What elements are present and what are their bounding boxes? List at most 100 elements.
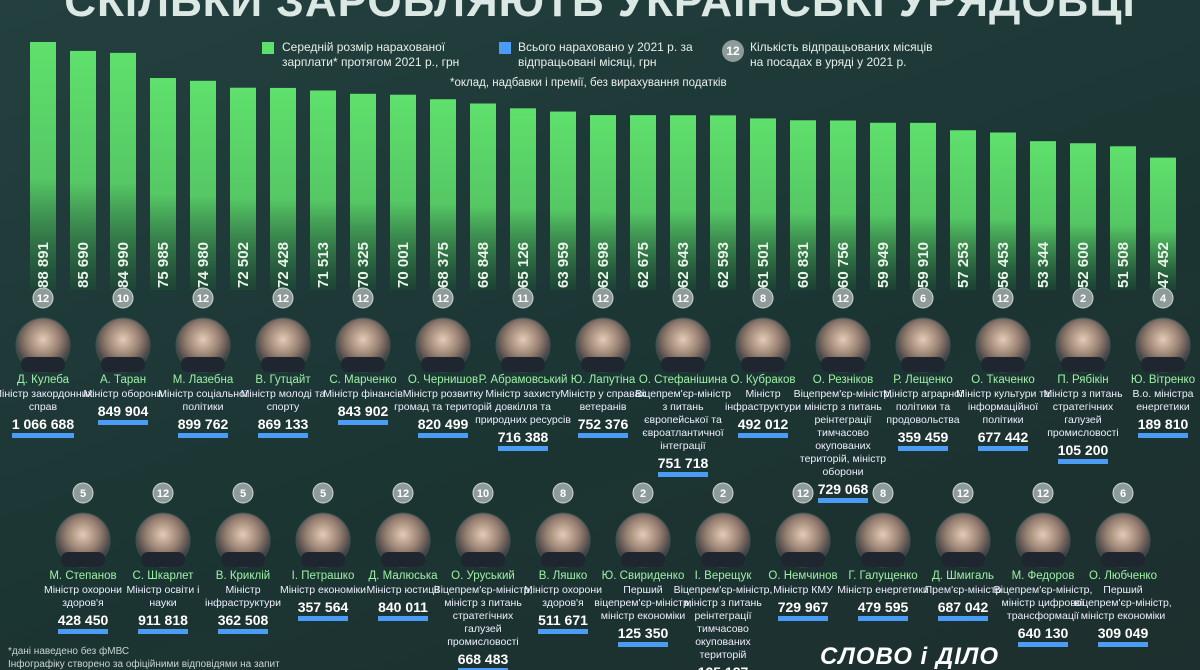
bar	[670, 115, 696, 290]
value-label: 68 375	[435, 242, 452, 288]
months-label: 12	[837, 293, 849, 305]
total-label: 357 564	[297, 599, 349, 615]
person-position: Перший віцепрем'єр-міністр, міністр екон…	[1074, 584, 1172, 622]
footnote: *дані наведено без фМВС	[8, 646, 130, 657]
total-underline	[11, 433, 75, 438]
value-label: 51 508	[1115, 242, 1132, 288]
person-name: С. Марченко	[329, 374, 397, 386]
months-label: 12	[357, 293, 369, 305]
months-badge	[752, 287, 774, 309]
months-label: 5	[240, 488, 246, 500]
total-label: 843 902	[337, 403, 389, 419]
chart-title: СКІЛЬКИ ЗАРОБЛЯЮТЬ УКРАЇНСЬКІ УРЯДОВЦІ	[64, 0, 1136, 26]
total-label: 309 049	[1097, 625, 1149, 641]
total-label: 189 810	[1137, 416, 1189, 432]
months-label: 12	[1037, 488, 1049, 500]
photo-suit	[461, 552, 505, 567]
person: Р. Лещенко Міністр аграрної політики та п…	[873, 374, 973, 451]
total: 125 187	[698, 664, 749, 670]
person-position: Віцепрем'єр-міністр, міністр з питань ре…	[673, 584, 773, 661]
total-underline	[177, 433, 229, 438]
months-badge	[312, 482, 334, 504]
value-label: 88 891	[35, 242, 52, 288]
months-label: 12	[597, 293, 609, 305]
person-position: Міністр культури та інформаційної політи…	[956, 388, 1050, 426]
months-badge	[672, 287, 694, 309]
person-position: Міністр освіти і науки	[126, 584, 200, 609]
total-underline	[897, 446, 949, 451]
bar	[990, 132, 1016, 290]
person-name: Р. Лещенко	[893, 374, 953, 386]
months-badge	[232, 482, 254, 504]
person-position: Міністр розвитку громад та територій	[394, 388, 492, 413]
total-underline	[337, 420, 389, 425]
photo-suit	[221, 552, 265, 567]
bar	[630, 115, 656, 290]
person-name: О. Стефанішина	[638, 374, 728, 386]
photo-suit	[501, 357, 545, 372]
value-label: 72 428	[275, 242, 292, 288]
months-label: 12	[437, 293, 449, 305]
total-underline	[657, 472, 709, 477]
months-label: 12	[997, 293, 1009, 305]
total-label: 899 762	[177, 416, 229, 432]
total-label: 751 718	[657, 455, 709, 471]
total: 820 499	[417, 416, 469, 438]
months-label: 12	[197, 293, 209, 305]
total-label: 840 011	[378, 599, 428, 615]
person-name: Р. Абрамовський	[478, 374, 568, 386]
value-label: 59 949	[875, 242, 892, 288]
months-badge	[1112, 482, 1134, 504]
value-label: 60 831	[795, 242, 812, 288]
total-underline	[617, 642, 669, 647]
total: 729 967	[777, 599, 829, 621]
total-label: 729 068	[817, 481, 869, 497]
total: 359 459	[897, 429, 949, 451]
total-label: 677 442	[977, 429, 1029, 445]
months-label: 2	[1080, 293, 1086, 305]
total: 428 450	[57, 612, 109, 634]
value-label: 75 985	[155, 242, 172, 288]
person: М. Федоров Віцепрем'єр-міністр, міністр ц…	[993, 570, 1093, 647]
person-position: Перший віцепрем'єр-міністр, міністр екон…	[594, 584, 692, 622]
months-label: 6	[920, 293, 926, 305]
value-label: 62 698	[595, 242, 612, 288]
total: 751 718	[657, 455, 709, 477]
total-label: 492 012	[737, 416, 789, 432]
total-underline	[97, 420, 149, 425]
months-label: 12	[957, 488, 969, 500]
total-label: 1 066 688	[11, 416, 75, 432]
photo-suit	[781, 552, 825, 567]
note: *оклад, надбавки і премії, без вирахуван…	[450, 77, 727, 89]
total: 687 042	[937, 599, 989, 621]
person-position: Міністр у справах ветеранів	[560, 388, 646, 413]
total: 362 508	[217, 612, 269, 634]
value-label: 70 325	[355, 242, 372, 288]
person: І. Петрашко Міністр економіки 357 564	[273, 570, 373, 621]
person-name: О. Уруський	[451, 570, 515, 582]
total-underline	[857, 616, 909, 621]
person-name: О. Резніков	[812, 374, 874, 386]
total: 309 049	[1097, 625, 1149, 647]
total: 869 133	[257, 416, 309, 438]
person: Д. Малюська Міністр юстиції 840 011	[353, 570, 453, 621]
total-underline	[1097, 642, 1149, 647]
photo-suit	[941, 552, 985, 567]
bar	[70, 50, 96, 291]
months-label: 12	[37, 293, 49, 305]
bar	[870, 122, 896, 291]
value-label: 59 910	[915, 242, 932, 288]
person-name: О. Любченко	[1088, 570, 1157, 582]
person: О. Ткаченко Міністр культури та інформаці…	[953, 374, 1053, 451]
total-label: 125 187	[698, 664, 749, 670]
footnote: Інфографіку створено за офіційними відпо…	[8, 659, 280, 670]
person: Д. Кулеба Міністр закордонних справ 1 066 …	[0, 374, 93, 438]
total-underline	[817, 498, 869, 503]
months-badge	[472, 482, 494, 504]
total: 911 818	[138, 612, 188, 634]
legend-swatch	[262, 42, 274, 54]
person: Ю. Свириденко Перший віцепрем'єр-міністр,…	[593, 570, 693, 647]
legend-badge-label: 12	[726, 44, 740, 58]
